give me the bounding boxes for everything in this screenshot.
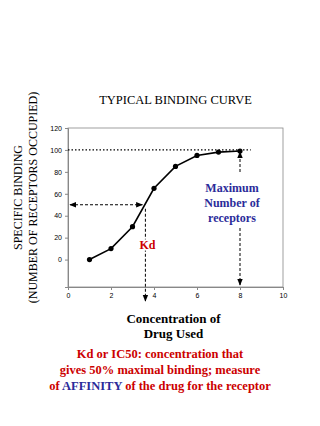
tick: 60	[54, 191, 68, 198]
x-axis: 0 2 4 6 8 10	[67, 287, 288, 299]
point	[108, 246, 113, 251]
tick-mark	[154, 287, 155, 290]
caption-line: gives 50% maximal binding; measure	[60, 363, 261, 377]
tick-label: 0	[58, 256, 62, 263]
point	[87, 257, 92, 262]
point	[130, 224, 135, 229]
axis-line	[65, 129, 69, 288]
tick: 100	[50, 147, 68, 154]
kd-vertical-arrow	[145, 209, 146, 301]
tick-label: 4	[153, 292, 157, 299]
title: TYPICAL BINDING CURVE	[99, 93, 252, 107]
tick: 0	[67, 287, 71, 299]
tick-label: 8	[239, 292, 243, 299]
caption-part: of	[49, 379, 62, 393]
caption-part: of the drug for the receptor	[122, 379, 271, 393]
kd-horizontal-arrow	[70, 204, 142, 205]
tick: 40	[54, 212, 68, 219]
point	[173, 164, 178, 169]
tick-label: 40	[54, 212, 62, 219]
point	[194, 153, 199, 158]
point	[151, 186, 156, 191]
tick-label: 2	[110, 292, 114, 299]
point	[237, 148, 242, 153]
tick-label: 0	[67, 292, 71, 299]
tick: 8	[239, 287, 243, 299]
x-axis-title: Drug Used	[144, 326, 204, 341]
caption-line: Kd or IC50: concentration that	[77, 347, 244, 361]
chart-container: TYPICAL BINDING CURVE SPECIFIC BINDING(NU…	[0, 0, 320, 426]
tick-label: 10	[280, 292, 288, 299]
caption-part: gives 50% maximal binding; measure	[60, 363, 261, 377]
plot-frame	[68, 128, 283, 287]
tick: 0	[58, 256, 68, 263]
caption-part: Kd or IC50: concentration that	[77, 347, 244, 361]
tick-mark	[65, 128, 68, 129]
tick: 10	[280, 287, 288, 299]
tick: 80	[54, 169, 68, 176]
caption-part: AFFINITY	[62, 379, 122, 393]
y-axis-title: (NUMBER OF RECEPTORS OCCUPIED)	[26, 92, 40, 303]
maximum-arrow-up	[240, 152, 241, 172]
tick: 2	[110, 287, 114, 299]
tick-label: 100	[50, 147, 62, 154]
maximum-arrow-down	[240, 228, 241, 285]
tick: 6	[196, 287, 200, 299]
maximum-label: Number of	[204, 196, 260, 210]
maximum-label: receptors	[208, 211, 256, 225]
tick-mark	[65, 194, 68, 195]
chart-svg: TYPICAL BINDING CURVE SPECIFIC BINDING(NU…	[0, 0, 320, 426]
axis-line	[69, 288, 284, 291]
tick-mark	[65, 260, 68, 261]
tick-label: 60	[54, 191, 62, 198]
point	[216, 150, 221, 155]
tick-mark	[65, 216, 68, 217]
tick-label: 120	[50, 125, 62, 132]
tick-mark	[111, 287, 112, 290]
tick: 20	[54, 234, 68, 241]
x-axis-title: Concentration of	[126, 311, 221, 326]
tick: 120	[50, 125, 68, 132]
tick-mark	[68, 287, 69, 290]
tick-label: 80	[54, 169, 62, 176]
tick-mark	[197, 287, 198, 290]
kd-label: Kd	[139, 238, 155, 252]
tick-label: 6	[196, 292, 200, 299]
tick-mark	[283, 287, 284, 290]
caption-line: of AFFINITY of the drug for the receptor	[49, 379, 271, 393]
maximum-line	[68, 149, 251, 150]
y-axis-title: SPECIFIC BINDING	[11, 145, 25, 250]
y-axis: 0 20 40 60 80 100 120	[50, 125, 68, 288]
tick-mark	[65, 172, 68, 173]
maximum-label: Maximum	[205, 181, 258, 195]
tick-mark	[240, 287, 241, 290]
tick-mark	[65, 150, 68, 151]
tick: 4	[153, 287, 157, 299]
tick-label: 20	[54, 234, 62, 241]
tick-mark	[65, 238, 68, 239]
